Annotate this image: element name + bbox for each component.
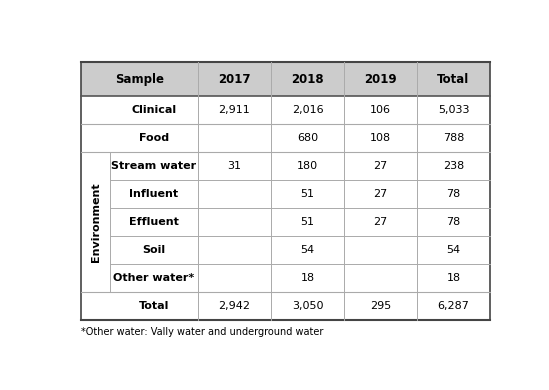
Bar <box>81 62 490 96</box>
Text: 2017: 2017 <box>218 73 250 85</box>
Text: Other water*: Other water* <box>113 273 194 283</box>
Text: 180: 180 <box>297 161 318 171</box>
Text: Effluent: Effluent <box>129 217 179 227</box>
Text: 2,016: 2,016 <box>292 105 323 115</box>
Text: Environment: Environment <box>91 182 100 262</box>
Text: 54: 54 <box>446 245 461 255</box>
Text: 238: 238 <box>443 161 464 171</box>
Text: 2019: 2019 <box>365 73 397 85</box>
Text: 3,050: 3,050 <box>292 301 323 311</box>
Text: 108: 108 <box>370 133 391 143</box>
Text: 27: 27 <box>373 161 388 171</box>
Text: 6,287: 6,287 <box>438 301 469 311</box>
Text: 27: 27 <box>373 189 388 199</box>
Text: 680: 680 <box>297 133 318 143</box>
Text: 27: 27 <box>373 217 388 227</box>
Text: Food: Food <box>139 133 169 143</box>
Text: *Other water: Vally water and underground water: *Other water: Vally water and undergroun… <box>81 327 324 337</box>
Text: 54: 54 <box>300 245 315 255</box>
Text: Sample: Sample <box>115 73 164 85</box>
Text: Stream water: Stream water <box>111 161 197 171</box>
Text: 2018: 2018 <box>291 73 324 85</box>
Text: Influent: Influent <box>130 189 178 199</box>
Text: Soil: Soil <box>142 245 165 255</box>
Text: Total: Total <box>438 73 469 85</box>
Text: Clinical: Clinical <box>131 105 176 115</box>
Text: Total: Total <box>139 301 169 311</box>
Text: 2,942: 2,942 <box>219 301 250 311</box>
Text: 51: 51 <box>300 217 315 227</box>
Text: 18: 18 <box>446 273 461 283</box>
Text: 2,911: 2,911 <box>219 105 250 115</box>
Text: 51: 51 <box>300 189 315 199</box>
Text: 31: 31 <box>227 161 242 171</box>
Text: 5,033: 5,033 <box>438 105 469 115</box>
Text: 78: 78 <box>446 189 461 199</box>
Text: 18: 18 <box>300 273 315 283</box>
Text: 106: 106 <box>370 105 391 115</box>
Text: 788: 788 <box>443 133 464 143</box>
Text: 295: 295 <box>370 301 391 311</box>
Text: 78: 78 <box>446 217 461 227</box>
